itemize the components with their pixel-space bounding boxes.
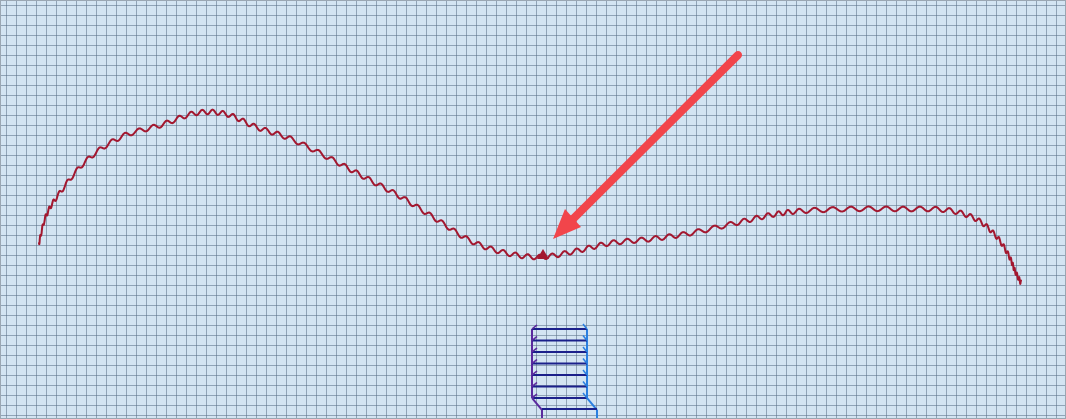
stair-tick-right [582,346,588,353]
stair-tick-right [582,323,588,330]
stair-tick-left [531,358,538,365]
triangle-marker-icon [537,249,549,259]
stair-tick-right [582,358,588,364]
stair-tick-left [531,393,538,399]
wavy-freehand-line[interactable] [38,108,1022,285]
stair-tick-right [582,381,588,387]
stair-tick-left [531,324,538,330]
stair-tick-right [582,369,588,376]
staircase-shape[interactable] [531,323,598,419]
stair-tick-right [582,335,588,341]
stair-tick-left [531,381,538,388]
arrow-shaft [568,51,742,224]
stair-tick-right [582,392,588,399]
arrow-head [553,209,581,239]
red-arrow-annotation-icon[interactable] [553,51,742,239]
stair-offset-left [531,397,543,411]
stair-tick-left [531,370,538,376]
stair-tick-left [531,347,538,353]
stair-tick-left [531,335,538,342]
